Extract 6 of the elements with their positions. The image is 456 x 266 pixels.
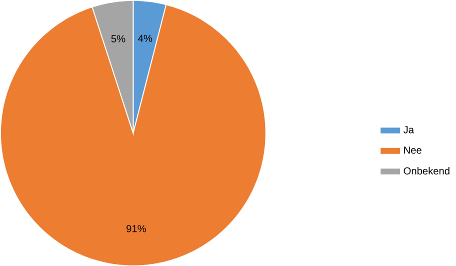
legend-label: Ja — [403, 126, 414, 134]
data-label: 5% — [111, 35, 126, 42]
data-label: 91% — [126, 224, 146, 232]
legend-label: Nee — [404, 146, 422, 154]
data-label: 4% — [138, 34, 152, 42]
legend-label: Onbekend — [404, 166, 450, 174]
